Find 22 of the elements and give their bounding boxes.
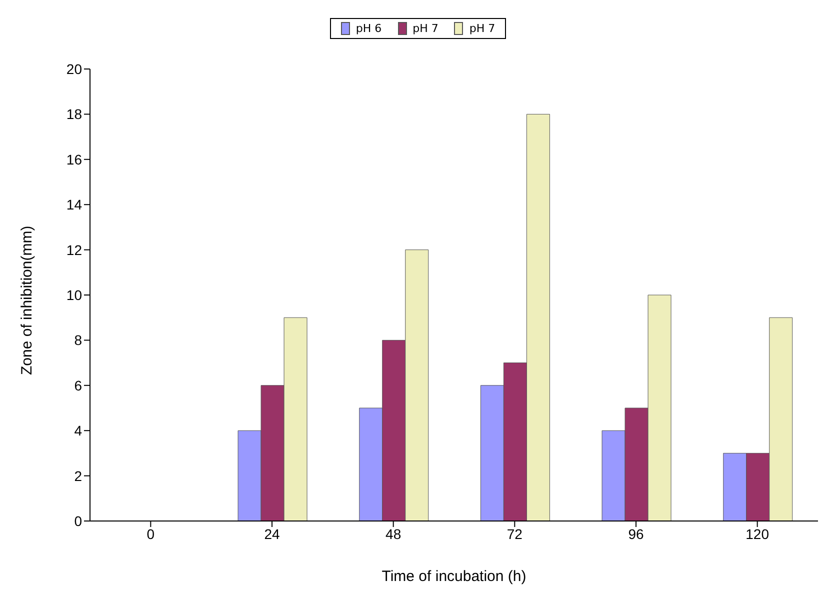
x-axis-title: Time of incubation (h)	[382, 568, 526, 585]
y-tick-label: 18	[66, 106, 82, 122]
legend-label: pH 7	[468, 22, 496, 35]
x-tick-label: 72	[506, 526, 523, 542]
y-tick-label: 2	[74, 468, 82, 484]
y-tick-label: 6	[74, 377, 82, 394]
x-tick-label: 0	[146, 526, 155, 542]
y-tick-label: 8	[74, 332, 82, 348]
y-tick-label: 12	[66, 242, 82, 258]
y-tick-label: 16	[66, 151, 82, 168]
y-tick-label: 20	[66, 60, 82, 77]
legend-label: pH 6	[354, 22, 382, 35]
x-tick-label: 120	[746, 526, 770, 542]
legend-label: pH 7	[412, 22, 438, 35]
x-tick-label: 48	[386, 526, 402, 542]
y-tick-label: 10	[66, 286, 82, 303]
x-tick-label: 96	[628, 526, 644, 542]
x-tick-label: 24	[264, 526, 280, 542]
y-axis-title: Zone of inhibition(mm)	[18, 226, 36, 375]
y-tick-label: 4	[74, 422, 82, 439]
y-tick-label: 14	[66, 196, 82, 213]
y-tick-label: 0	[74, 512, 82, 529]
